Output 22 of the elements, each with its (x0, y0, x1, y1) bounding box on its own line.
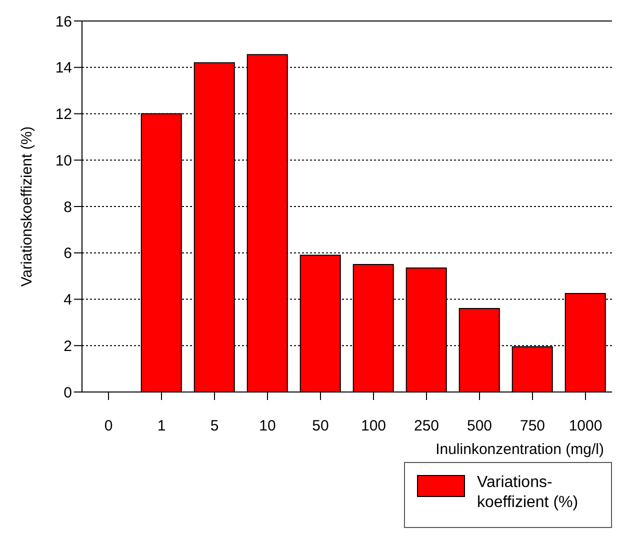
x-tick-label: 50 (312, 418, 329, 435)
y-tick-label: 2 (64, 338, 72, 355)
x-tick-label: 10 (259, 418, 276, 435)
x-tick-label: 0 (104, 418, 113, 435)
x-tick-label: 1000 (568, 418, 602, 435)
y-tick-label: 16 (55, 13, 72, 30)
x-tick-label: 5 (210, 418, 219, 435)
legend-label: Variations- koeffizient (%) (477, 473, 578, 513)
y-axis-title: Variationskoeffizient (%) (18, 126, 36, 287)
x-tick-label: 250 (414, 418, 440, 435)
y-tick-label: 8 (64, 198, 72, 216)
x-axis-title: Inulinkonzentration (mg/l) (436, 441, 604, 458)
y-tick-label: 4 (64, 292, 72, 309)
x-tick-label: 750 (520, 418, 546, 435)
x-tick-label: 1 (157, 418, 166, 435)
y-tick-label: 12 (55, 106, 72, 124)
y-tick-label: 14 (55, 60, 72, 77)
y-tick-label: 10 (55, 152, 72, 170)
x-tick-label: 100 (360, 418, 386, 435)
y-tick-label: 6 (64, 245, 72, 262)
y-tick-label: 0 (64, 384, 72, 402)
x-tick-label: 500 (466, 418, 492, 435)
